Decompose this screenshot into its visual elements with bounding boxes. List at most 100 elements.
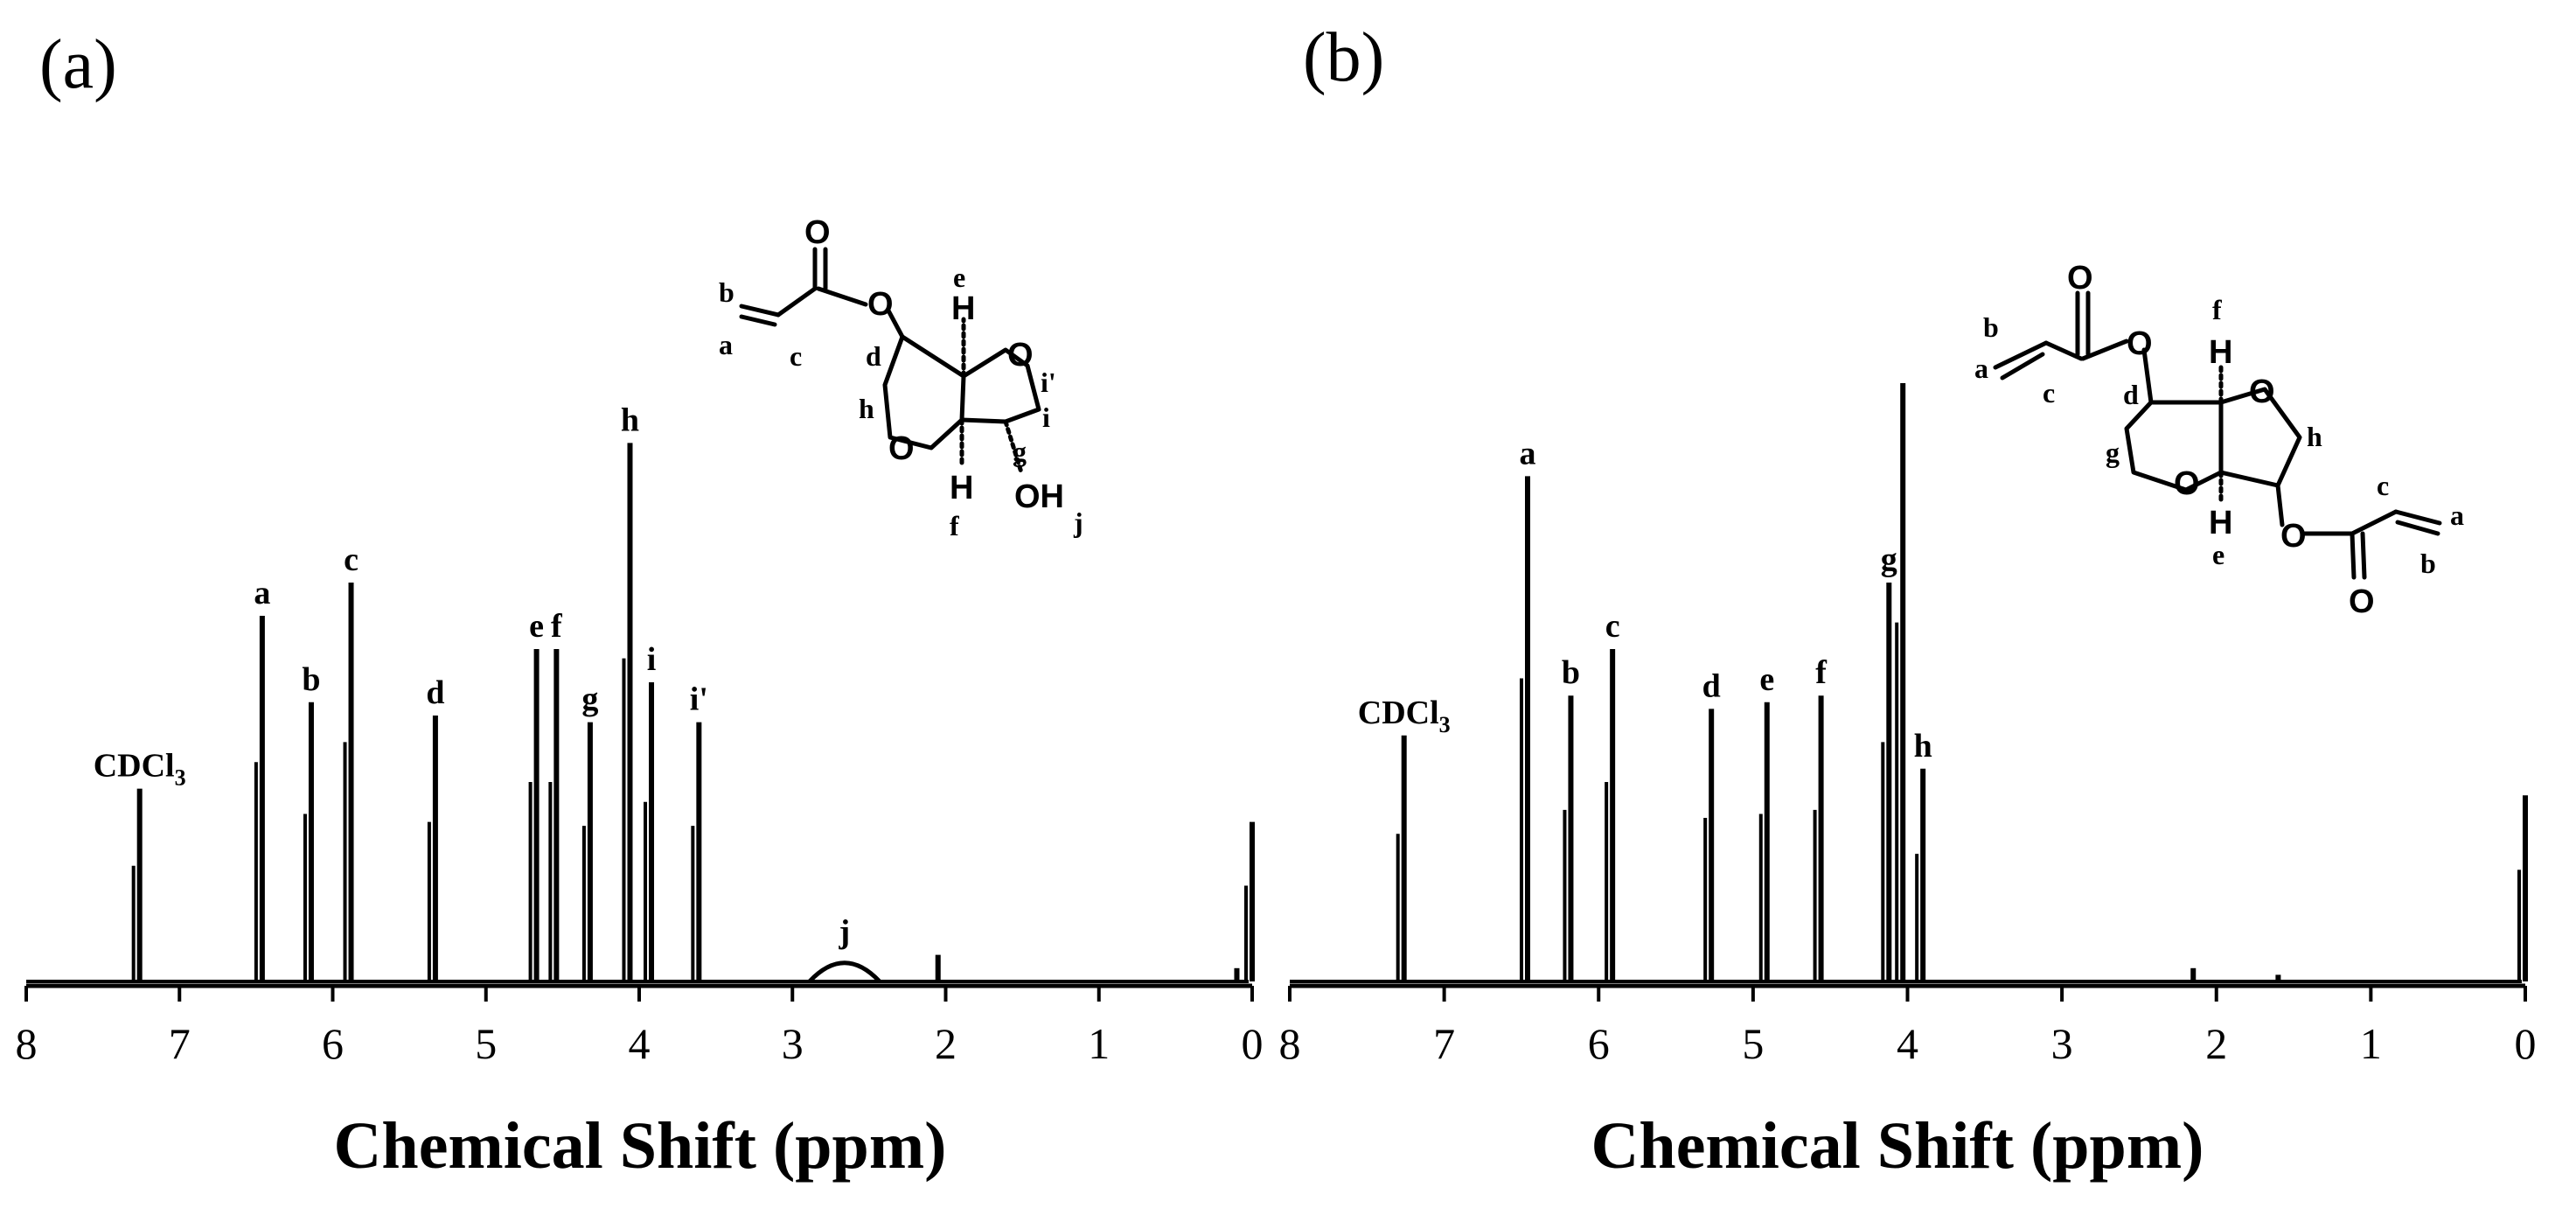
bond bbox=[2360, 531, 2367, 580]
mol-letter: d bbox=[866, 340, 881, 372]
bond bbox=[816, 286, 868, 307]
peak-label: f bbox=[1815, 654, 1828, 691]
mol-atom-o: O bbox=[1007, 337, 1034, 374]
x-tick-label: 0 bbox=[1242, 1019, 1264, 1068]
ring bbox=[2218, 387, 2302, 488]
bond bbox=[2000, 352, 2045, 381]
mol-letter: f bbox=[2212, 294, 2222, 325]
mol-atom-o: O bbox=[2280, 518, 2307, 555]
x-tick-label: 3 bbox=[2051, 1019, 2073, 1068]
peak-label: c bbox=[344, 541, 359, 578]
mol-atom-h: H bbox=[950, 470, 973, 506]
peak-label: h bbox=[1914, 728, 1932, 765]
mol-letter: g bbox=[2106, 436, 2120, 468]
peak-label: d bbox=[426, 674, 444, 711]
peak-label: b bbox=[302, 661, 320, 698]
mol-letter: c bbox=[2377, 470, 2389, 501]
ring bbox=[959, 347, 1041, 424]
hash-bond bbox=[1003, 419, 1024, 475]
mol-letter: b bbox=[2420, 548, 2436, 579]
mol-letter: d bbox=[2123, 379, 2139, 410]
panel-label-b: (b) bbox=[1303, 19, 1384, 96]
molecule-structure-a bbox=[739, 247, 1041, 475]
x-tick-label: 3 bbox=[782, 1019, 804, 1068]
mol-atom-o: O bbox=[2349, 583, 2375, 620]
mol-atom-h: H bbox=[2209, 334, 2232, 371]
panel-label-a: (a) bbox=[39, 26, 117, 103]
x-tick-label: 5 bbox=[1742, 1019, 1764, 1068]
mol-letter: h bbox=[859, 393, 874, 424]
peak-label: h bbox=[621, 402, 639, 438]
x-tick-label: 1 bbox=[2360, 1019, 2382, 1068]
mol-atom-o: O bbox=[2067, 260, 2093, 297]
x-tick-label: 7 bbox=[1433, 1019, 1455, 1068]
mol-letter: b bbox=[719, 276, 735, 308]
peak-label: d bbox=[1702, 667, 1721, 704]
peak-label: i bbox=[647, 641, 657, 678]
peak-label: CDCl3 bbox=[94, 748, 186, 791]
bond bbox=[1993, 340, 2049, 370]
peak-label: c bbox=[1605, 608, 1620, 645]
x-tick-label: 8 bbox=[1279, 1019, 1301, 1068]
mol-letter: e bbox=[2212, 539, 2224, 570]
mol-letter: g bbox=[1013, 436, 1027, 467]
bond bbox=[886, 308, 905, 339]
bond bbox=[776, 286, 818, 318]
peak-label: a bbox=[254, 575, 270, 611]
bond bbox=[2393, 509, 2442, 526]
mol-letter: c bbox=[2043, 377, 2055, 408]
bond bbox=[739, 314, 777, 327]
bond bbox=[2350, 509, 2398, 536]
x-tick-label: 7 bbox=[169, 1019, 191, 1068]
mol-letter: h bbox=[2307, 421, 2322, 452]
x-tick-label: 8 bbox=[16, 1019, 38, 1068]
molecule-labels-a: O O O O OH H H a b c d e f g h i i' j bbox=[719, 214, 1083, 541]
peak-label: e bbox=[529, 608, 544, 645]
molecule-labels-b: O O O O O O H H a b c d e f g h c a b bbox=[1974, 260, 2464, 620]
mol-atom-o: O bbox=[888, 430, 915, 467]
x-tick-label: 2 bbox=[2205, 1019, 2227, 1068]
mol-atom-o: O bbox=[867, 286, 894, 323]
mol-atom-o: O bbox=[2249, 374, 2275, 410]
bond bbox=[2043, 340, 2084, 361]
peak-label: f bbox=[551, 608, 563, 645]
bond bbox=[739, 304, 781, 318]
spectrum-peak bbox=[808, 960, 881, 983]
x-axis-title-a: Chemical Shift (ppm) bbox=[334, 1109, 947, 1183]
mol-atom-o: O bbox=[2127, 325, 2153, 362]
peak-label: a bbox=[1520, 435, 1536, 471]
mol-letter: a bbox=[2450, 499, 2464, 531]
x-tick-label: 5 bbox=[475, 1019, 497, 1068]
mol-letter: f bbox=[950, 510, 959, 541]
peak-label: b bbox=[1562, 654, 1580, 691]
mol-atom-h: H bbox=[951, 290, 975, 327]
mol-atom-o: O bbox=[804, 214, 831, 251]
bond bbox=[2141, 347, 2154, 405]
x-tick-label: 4 bbox=[1897, 1019, 1918, 1068]
mol-letter: e bbox=[953, 262, 965, 293]
bond bbox=[2275, 483, 2285, 527]
mol-letter: i' bbox=[1041, 367, 1056, 398]
x-tick-label: 4 bbox=[629, 1019, 651, 1068]
mol-atom-oh: OH bbox=[1014, 478, 1064, 515]
peak-label: CDCl3 bbox=[1358, 695, 1451, 737]
x-tick-label: 6 bbox=[322, 1019, 344, 1068]
peak-label: e bbox=[1759, 661, 1774, 698]
mol-letter: a bbox=[1974, 353, 1988, 384]
mol-letter: j bbox=[1073, 506, 1083, 538]
x-axis-title-b: Chemical Shift (ppm) bbox=[1591, 1109, 2204, 1183]
mol-letter: c bbox=[790, 340, 802, 372]
x-tick-label: 1 bbox=[1088, 1019, 1110, 1068]
mol-letter: i bbox=[1042, 402, 1050, 433]
peak-label: g bbox=[581, 681, 598, 718]
bond bbox=[2080, 339, 2129, 361]
mol-letter: a bbox=[719, 329, 733, 360]
mol-atom-o: O bbox=[2174, 465, 2200, 502]
x-tick-label: 6 bbox=[1588, 1019, 1610, 1068]
bond bbox=[2395, 520, 2440, 536]
